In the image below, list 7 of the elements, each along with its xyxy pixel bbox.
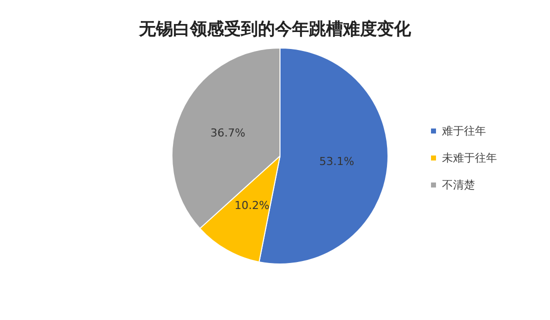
data-label: 53.1% xyxy=(319,155,354,168)
legend-label: 未难于往年 xyxy=(442,152,497,164)
data-label: 36.7% xyxy=(210,126,246,140)
data-label: 10.2% xyxy=(234,199,270,212)
legend-label: 难于往年 xyxy=(442,124,486,138)
legend-label: 不清楚 xyxy=(442,178,475,192)
chart-title: 无锡白领感受到的今年跳槽难度变化 xyxy=(138,20,412,40)
